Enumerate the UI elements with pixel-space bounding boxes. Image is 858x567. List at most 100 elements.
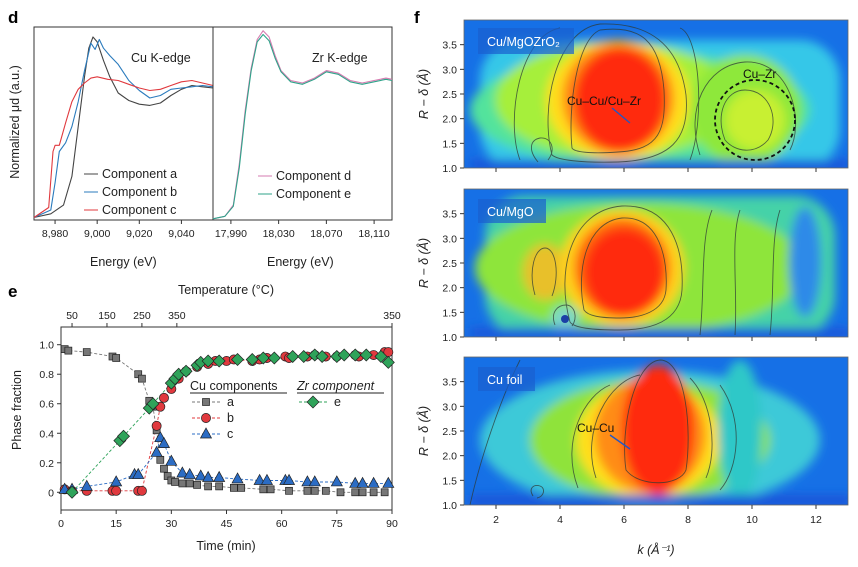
y-tick-label: 3.5 [442, 209, 457, 221]
x-tick-label: 0 [58, 518, 64, 530]
data-point-e [256, 351, 270, 365]
legend-label-e: e [334, 395, 341, 409]
y-tick-label: 3.5 [442, 40, 457, 52]
y-tick-label: 0.2 [39, 458, 54, 470]
x-tick-label: 18,030 [263, 228, 295, 240]
data-point-e [337, 348, 351, 362]
data-point-b [159, 392, 169, 403]
data-point-a [336, 488, 345, 497]
data-point-b [111, 485, 122, 496]
x-tick-label: 8 [685, 514, 691, 526]
data-point-c [150, 445, 163, 457]
data-point-e [146, 397, 160, 411]
cu-k-edge-title: Cu K-edge [131, 51, 191, 65]
x-tick-label: 4 [557, 514, 563, 526]
data-point-c [253, 473, 266, 485]
data-point-b [136, 485, 147, 496]
annotation-cu-zr: Cu–Zr [743, 67, 776, 81]
data-point-a [259, 485, 268, 494]
wavelet-map-cu-mgozro2: Cu/MgOZrO₂ Cu–Cu/Cu–Zr Cu–Zr [463, 19, 849, 169]
zr-k-edge-title: Zr K-edge [312, 51, 368, 65]
x-tick-label: 9,000 [84, 228, 110, 240]
data-point-a [82, 348, 91, 356]
top-tick-label: 250 [133, 310, 151, 322]
y-tick-label: 0.6 [39, 399, 54, 411]
data-point-e [267, 351, 281, 365]
sample-tag-box [478, 367, 535, 391]
data-point-c [330, 475, 343, 487]
y-tick-label: 0 [48, 487, 54, 499]
y-tick-label: 1.5 [442, 307, 457, 319]
wavelet-map-cu-mgo: Cu/MgO [463, 188, 849, 338]
data-point-a [156, 455, 165, 464]
zr-k-edge-plot: Zr K-edge Energy (eV) 17,990 18,030 18,070… [212, 26, 393, 269]
y-tick-label: 1.5 [442, 475, 457, 487]
x-tick-label: 15 [110, 518, 122, 530]
top-tick-label: 150 [98, 310, 116, 322]
x-tick-label: 30 [165, 518, 177, 530]
y-tick-label: 1.0 [442, 163, 457, 175]
series-line-component-b [33, 38, 214, 219]
x-axis-label: Energy (eV) [267, 255, 334, 269]
y-tick-label: 2.0 [442, 283, 457, 295]
data-point-a [160, 464, 168, 473]
data-point-a [215, 482, 223, 491]
data-point-e [348, 348, 362, 362]
phase-fraction-plot: Temperature (°C) Time (min) Phase fracti… [10, 283, 401, 553]
data-point-e [374, 350, 388, 364]
y-tick-label: 1.0 [39, 340, 54, 352]
data-point-c [157, 436, 171, 448]
x-tick-label: 45 [221, 518, 233, 530]
data-point-a [138, 374, 146, 383]
y-tick-label: 1.5 [442, 138, 457, 150]
data-point-e [212, 354, 226, 368]
x-tick-label: 10 [746, 514, 758, 526]
legend-marker-b [201, 413, 211, 423]
data-point-a [303, 486, 312, 495]
data-point-c [382, 476, 395, 488]
data-point-a [185, 479, 194, 488]
x-tick-label: 18,070 [310, 228, 342, 240]
annotation-arrow [611, 107, 631, 124]
top-axis-label: Temperature (°C) [178, 283, 274, 297]
data-point-c [349, 476, 362, 488]
x-tick-label: 60 [276, 518, 288, 530]
data-point-c [176, 466, 189, 478]
cu-k-edge-plot: Cu K-edge Energy (eV) Normalized μd (a.u… [8, 26, 214, 269]
data-point-a [358, 488, 367, 497]
data-point-a [369, 488, 378, 497]
x-axis-label: Energy (eV) [90, 255, 157, 269]
y-axis-label: Normalized μd (a.u.) [8, 65, 22, 179]
legend: Component d Component e [258, 169, 351, 201]
legend-label-c: c [227, 427, 233, 441]
data-point-c [367, 476, 380, 488]
y-tick-label: 0.8 [39, 369, 54, 381]
legend-marker-c [199, 427, 213, 439]
data-point-b [151, 420, 162, 431]
top-tick-label: 350 [168, 310, 186, 322]
y-tick-label: 2.0 [442, 114, 457, 126]
sample-tag-box [478, 28, 574, 54]
legend-marker-a [202, 398, 210, 406]
cu-zr-highlight-circle [714, 79, 796, 161]
y-tick-label: 3.5 [442, 377, 457, 389]
x-tick-label: 75 [331, 518, 343, 530]
series-line-a [64, 348, 385, 493]
data-point-c [282, 473, 296, 485]
panel-letter-f: f [414, 8, 420, 27]
data-point-a [112, 354, 121, 362]
data-point-c [231, 472, 244, 484]
y-axis-label: R − δ (Å) [416, 406, 431, 456]
data-point-c [194, 469, 207, 481]
data-point-e [231, 352, 245, 366]
y-tick-label: 1.0 [442, 500, 457, 512]
data-point-e [117, 429, 131, 443]
data-point-a [230, 484, 238, 492]
panel-letter-e: e [8, 282, 17, 301]
x-tick-label: 18,110 [358, 228, 389, 240]
legend: Component a Component b Component c [84, 167, 177, 217]
data-point-a [178, 479, 187, 488]
legend-label-d: Component d [276, 169, 351, 183]
y-tick-label: 2.0 [442, 451, 457, 463]
